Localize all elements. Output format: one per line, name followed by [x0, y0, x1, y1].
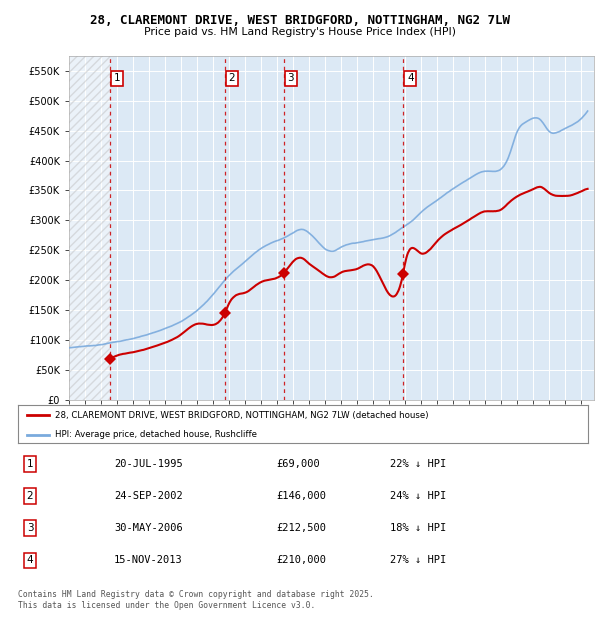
Text: 2: 2 [26, 491, 34, 501]
Text: 15-NOV-2013: 15-NOV-2013 [114, 556, 183, 565]
Text: 30-MAY-2006: 30-MAY-2006 [114, 523, 183, 533]
Text: £210,000: £210,000 [276, 556, 326, 565]
Text: 4: 4 [407, 73, 413, 83]
Text: 3: 3 [26, 523, 34, 533]
Text: 4: 4 [26, 556, 34, 565]
Text: £212,500: £212,500 [276, 523, 326, 533]
Text: 28, CLAREMONT DRIVE, WEST BRIDGFORD, NOTTINGHAM, NG2 7LW (detached house): 28, CLAREMONT DRIVE, WEST BRIDGFORD, NOT… [55, 410, 428, 420]
Text: 24-SEP-2002: 24-SEP-2002 [114, 491, 183, 501]
Text: 20-JUL-1995: 20-JUL-1995 [114, 459, 183, 469]
Text: Price paid vs. HM Land Registry's House Price Index (HPI): Price paid vs. HM Land Registry's House … [144, 27, 456, 37]
Text: 22% ↓ HPI: 22% ↓ HPI [390, 459, 446, 469]
Text: 2: 2 [229, 73, 235, 83]
Text: 18% ↓ HPI: 18% ↓ HPI [390, 523, 446, 533]
Text: 27% ↓ HPI: 27% ↓ HPI [390, 556, 446, 565]
Text: 3: 3 [287, 73, 294, 83]
Text: 1: 1 [114, 73, 121, 83]
Text: 24% ↓ HPI: 24% ↓ HPI [390, 491, 446, 501]
Text: HPI: Average price, detached house, Rushcliffe: HPI: Average price, detached house, Rush… [55, 430, 257, 440]
Text: Contains HM Land Registry data © Crown copyright and database right 2025.
This d: Contains HM Land Registry data © Crown c… [18, 590, 374, 609]
Text: 1: 1 [26, 459, 34, 469]
Text: £69,000: £69,000 [276, 459, 320, 469]
Text: 28, CLAREMONT DRIVE, WEST BRIDGFORD, NOTTINGHAM, NG2 7LW: 28, CLAREMONT DRIVE, WEST BRIDGFORD, NOT… [90, 14, 510, 27]
Text: £146,000: £146,000 [276, 491, 326, 501]
